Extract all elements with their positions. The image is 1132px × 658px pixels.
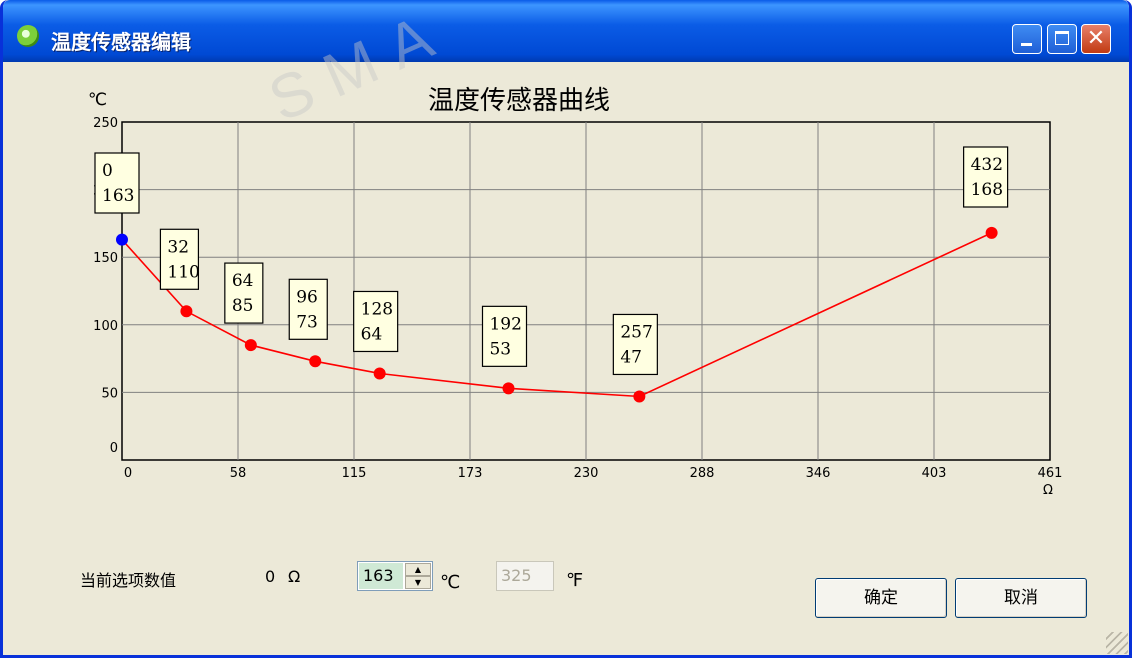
chart-title: 温度传感器曲线 [428, 86, 611, 116]
point-label-y: 85 [232, 296, 254, 316]
point-label-y: 110 [167, 262, 199, 282]
y-tick-label: 0 [110, 441, 118, 456]
point-label-box [963, 146, 1009, 208]
close-button[interactable]: ✕ [1081, 24, 1111, 54]
x-tick-label: 173 [458, 466, 483, 481]
data-point[interactable] [985, 226, 998, 239]
point-label-y: 163 [102, 186, 134, 206]
point-label-box [481, 305, 528, 367]
spin-buttons: ▲ ▼ [405, 563, 431, 589]
point-label-x: 257 [620, 322, 652, 342]
app-icon [17, 25, 39, 47]
fahrenheit-unit: ℉ [566, 570, 584, 591]
x-tick-label: 461 [1038, 466, 1063, 481]
point-label-x: 128 [361, 299, 393, 319]
current-option-label: 当前选项数值 [80, 571, 177, 590]
point-label-y: 47 [620, 347, 642, 367]
current-option-unit: Ω [288, 567, 301, 586]
ok-button[interactable]: 确定 [815, 578, 947, 618]
point-label-y: 168 [971, 180, 1003, 200]
x-axis-unit: Ω [1043, 483, 1053, 498]
celsius-spinbox[interactable]: 163 ▲ ▼ [357, 561, 433, 591]
data-point[interactable] [502, 382, 515, 395]
point-label-x: 0 [102, 161, 113, 181]
window-title: 温度传感器编辑 [51, 30, 191, 54]
celsius-unit: ℃ [440, 572, 461, 593]
y-tick-label: 150 [93, 251, 118, 266]
x-tick-label: 288 [690, 466, 715, 481]
x-tick-label: 115 [342, 466, 367, 481]
point-label-box [353, 290, 399, 353]
point-label-box [612, 313, 658, 376]
point-label-x: 192 [489, 314, 521, 334]
point-label-box [159, 228, 200, 290]
fahrenheit-field: 325 [496, 561, 554, 591]
point-label-y: 64 [361, 324, 383, 344]
y-axis-unit: ℃ [88, 90, 108, 110]
data-point[interactable] [244, 339, 257, 352]
spin-up-icon[interactable]: ▲ [405, 563, 431, 576]
x-tick-label: 346 [806, 466, 831, 481]
point-label-y: 53 [489, 339, 511, 359]
maximize-button[interactable] [1047, 24, 1077, 54]
data-point[interactable] [180, 305, 193, 318]
current-option-value: 0 [265, 567, 276, 586]
series-line [121, 232, 992, 398]
point-label-y: 73 [296, 312, 318, 332]
data-point[interactable] [373, 367, 386, 380]
data-point[interactable] [309, 355, 322, 368]
point-label-box [94, 152, 140, 214]
cancel-button[interactable]: 取消 [955, 578, 1087, 618]
resize-grip-icon[interactable] [1106, 632, 1128, 654]
x-tick-label: 58 [230, 466, 247, 481]
point-label-x: 432 [971, 155, 1003, 175]
point-label-x: 96 [296, 287, 318, 307]
x-tick-label: 0 [124, 466, 132, 481]
point-label-x: 32 [167, 237, 189, 257]
selected-data-point[interactable] [116, 233, 128, 246]
title-bar[interactable]: 温度传感器编辑 ✕ [3, 0, 1129, 62]
x-tick-label: 403 [922, 466, 947, 481]
point-label-x: 64 [232, 271, 254, 291]
y-tick-label: 50 [101, 386, 118, 401]
minimize-button[interactable] [1012, 24, 1042, 54]
spin-down-icon[interactable]: ▼ [405, 576, 431, 589]
data-point[interactable] [633, 390, 646, 403]
y-tick-label: 100 [93, 319, 118, 334]
x-tick-label: 230 [574, 466, 599, 481]
celsius-input[interactable]: 163 [359, 563, 403, 589]
y-tick-label: 250 [93, 116, 118, 131]
point-label-box [288, 278, 328, 340]
point-label-box [224, 262, 264, 324]
